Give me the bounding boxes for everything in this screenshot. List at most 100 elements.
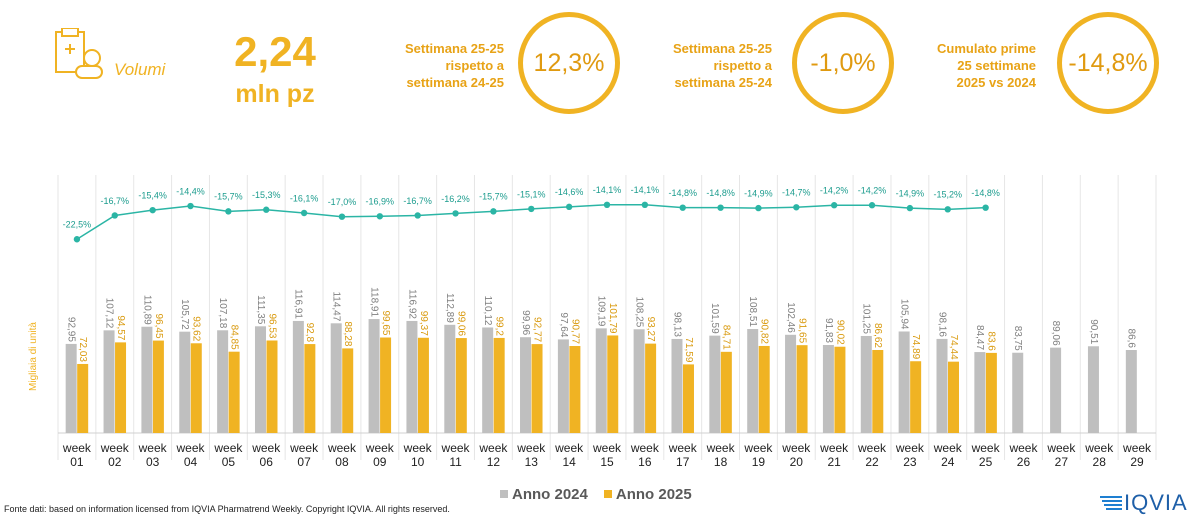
data-label: 71,59 [683,337,694,362]
bar [682,364,694,433]
legend-swatch [500,490,508,498]
bar [380,337,392,433]
data-label: -14,8% [706,188,735,198]
bar [860,335,872,433]
data-label: 108,51 [747,296,758,327]
bar [141,326,153,433]
data-label: 84,71 [721,325,732,350]
bar [368,319,380,433]
data-label: 99,65 [380,310,391,335]
line-marker [414,212,421,219]
kpi-label-line: Settimana 25-25 [673,41,772,56]
bar [936,338,948,433]
bar [645,343,657,433]
data-label: -14,9% [896,188,925,198]
bar [444,324,456,433]
data-label: 72,03 [77,337,88,362]
data-label: 116,91 [293,289,304,319]
data-label: -14,6% [555,187,584,197]
data-label: -14,4% [176,186,205,196]
line-marker [982,204,989,211]
data-label: 110,89 [141,295,152,325]
kpi-value: 12,3% [518,12,620,114]
data-label: -15,7% [214,192,243,202]
line-marker [755,204,762,212]
x-tick-label: week 23 [895,441,924,469]
kpi-label-line: rispetto a [713,58,772,73]
data-label: 108,25 [633,297,644,328]
data-label: -16,7% [403,196,432,206]
x-tick-label: week 13 [517,441,546,469]
x-tick-label: week 18 [706,441,735,469]
data-label: -14,1% [631,185,660,195]
x-tick-label: week 22 [858,441,887,469]
logo: IQVIA [1100,490,1188,516]
line-marker [868,202,876,209]
x-tick-label: week 07 [290,441,319,469]
line-marker [717,204,724,211]
x-tick-label: week 27 [1047,441,1076,469]
data-label: 90,77 [569,319,580,344]
data-label: 89,06 [1050,321,1061,346]
line-marker [452,210,459,217]
data-label: 112,89 [444,293,455,323]
legend-label: Anno 2024 [512,485,588,503]
x-tick-label: week 29 [1123,441,1152,469]
data-label: 88,28 [342,321,353,346]
data-label: -17,0% [328,197,357,207]
data-label: 96,53 [266,313,277,338]
data-label: 92,8 [304,323,315,343]
bar [974,352,986,433]
bar [179,331,191,433]
x-tick-label: week 20 [782,441,811,469]
bar [1012,352,1024,433]
data-label: 83,6 [986,331,997,351]
y-axis-label: Migliaia di unità [28,322,39,391]
legend-swatch [603,490,612,498]
bar [1087,346,1099,433]
data-label: -14,1% [593,185,622,195]
kpi-label-line: 25 settimane [957,58,1036,73]
bar [633,329,645,433]
data-label: 91,83 [823,318,834,343]
line-marker [793,204,800,211]
chart: Migliaia di unità 92,95 107,12 110,89 105,72… [28,175,1157,460]
volume-icon [55,28,103,79]
bar [482,327,494,433]
data-label: -14,2% [820,186,849,196]
x-tick-label: week 06 [252,441,281,469]
line-marker [565,203,573,211]
x-tick-label: week 02 [100,441,129,469]
bar [342,348,354,433]
x-tick-label: week 08 [327,441,356,469]
bar [747,329,759,433]
bar [720,351,732,433]
legend-item: Anno 2024 [500,486,588,503]
bar [898,331,910,433]
x-tick-label: week 26 [1009,441,1038,469]
kpi-label-line: Settimana 25-25 [405,41,504,56]
data-label: 101,25 [861,303,872,334]
line-marker [149,206,156,214]
kpi-label: Settimana 25-25 rispetto a settimana 24-25 [392,40,504,91]
bar [152,340,164,433]
data-label: 90,51 [1088,319,1099,344]
bar [304,344,316,433]
bar [595,328,607,433]
data-label: 101,59 [709,303,720,334]
x-tick-label: week 14 [555,441,584,469]
kpi-label-line: settimana 25-24 [674,75,772,90]
data-label: -16,7% [101,196,130,206]
line-marker [679,204,686,211]
bar [1050,347,1062,433]
data-label: -15,1% [517,189,546,199]
line-marker [376,213,384,220]
data-label: -14,7% [782,188,811,198]
bar [330,323,342,433]
bar [77,363,89,433]
data-label: 90,82 [759,319,770,344]
data-label: 93,62 [191,316,202,341]
line-marker [300,209,308,217]
line-marker [263,206,270,213]
x-tick-label: week 17 [668,441,697,469]
